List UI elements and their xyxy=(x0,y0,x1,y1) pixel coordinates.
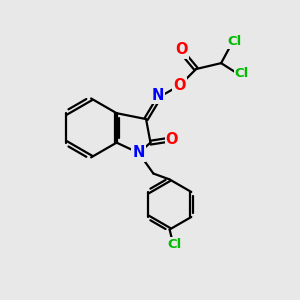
Text: O: O xyxy=(175,42,188,57)
Text: Cl: Cl xyxy=(227,34,242,48)
Text: Cl: Cl xyxy=(167,238,181,251)
Text: O: O xyxy=(174,78,186,93)
Text: O: O xyxy=(166,132,178,147)
Text: N: N xyxy=(152,88,164,103)
Text: N: N xyxy=(133,146,145,160)
Text: Cl: Cl xyxy=(235,67,249,80)
